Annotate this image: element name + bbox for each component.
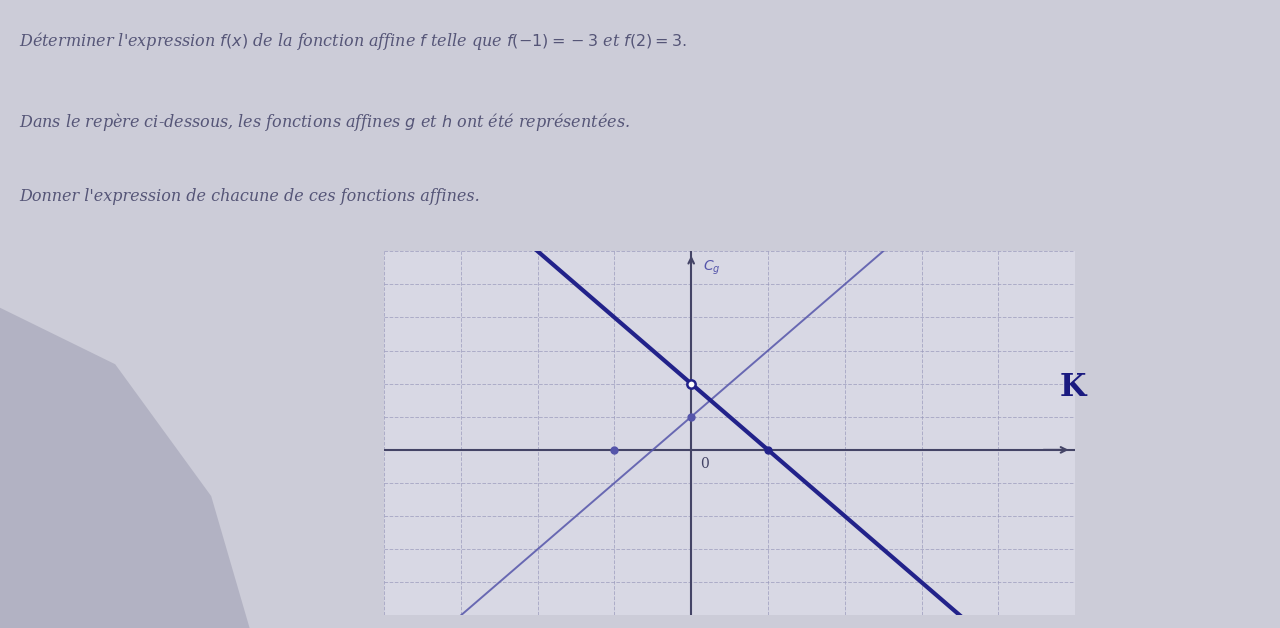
Polygon shape [0, 308, 250, 628]
Text: Dans le repère ci-dessous, les fonctions affines $g$ et $h$ ont été représentées: Dans le repère ci-dessous, les fonctions… [19, 111, 630, 133]
Text: 0: 0 [700, 457, 709, 471]
Text: $C_g$: $C_g$ [703, 259, 721, 278]
Text: Donner l'expression de chacune de ces fonctions affines.: Donner l'expression de chacune de ces fo… [19, 188, 480, 205]
Text: K: K [1060, 372, 1087, 403]
Text: Déterminer l'expression $f(x)$ de la fonction affine $f$ telle que $f(-1)=-3$ et: Déterminer l'expression $f(x)$ de la fon… [19, 30, 687, 52]
